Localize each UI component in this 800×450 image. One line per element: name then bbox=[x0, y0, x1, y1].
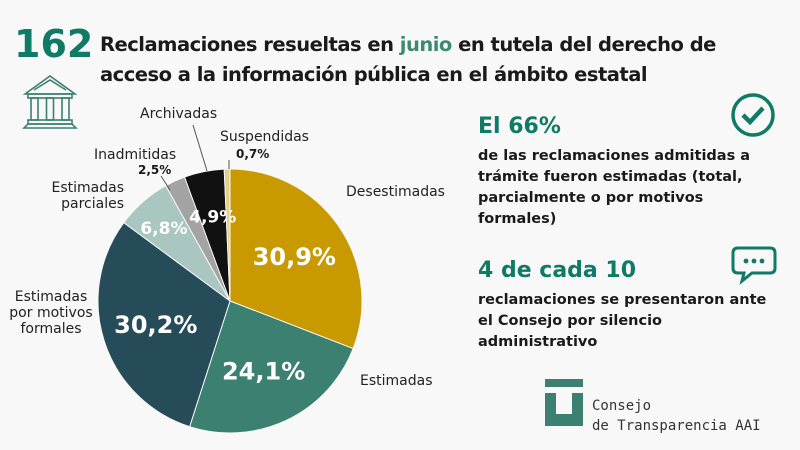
label-estimadas-formales: Estimadas por motivos formales bbox=[9, 289, 93, 337]
pie-value-label: 30,9% bbox=[253, 243, 336, 271]
label-desestimadas: Desestimadas bbox=[346, 184, 445, 200]
consejo-logo-icon bbox=[545, 379, 583, 426]
pie-value-label: 6,8% bbox=[140, 219, 187, 239]
pie-value-label: 4,9% bbox=[189, 208, 236, 228]
label-inadmitidas: Inadmitidas bbox=[94, 147, 177, 163]
pie-slice bbox=[189, 300, 354, 434]
page-title: Reclamaciones resueltas en junio en tute… bbox=[100, 33, 716, 86]
month-highlight: junio bbox=[399, 33, 453, 56]
label-estimadas: Estimadas bbox=[360, 373, 433, 389]
stat-headline-2: 4 de cada 10 bbox=[478, 258, 637, 283]
pct-inadmitidas: 2,5% bbox=[138, 163, 172, 177]
pie-value-label: 24,1% bbox=[222, 357, 305, 385]
total-count: 162 bbox=[14, 22, 94, 66]
leader-line bbox=[160, 175, 171, 191]
stat-text-1: de las reclamaciones admitidas a trámite… bbox=[478, 148, 751, 227]
label-archivadas: Archivadas bbox=[140, 106, 218, 122]
stat-text-2: reclamaciones se presentaron ante el Con… bbox=[478, 292, 767, 350]
pie-value-label: 30,2% bbox=[114, 311, 197, 339]
stat-headline-1: El 66% bbox=[478, 114, 561, 139]
speech-bubble-icon bbox=[731, 246, 777, 285]
pie-slice bbox=[97, 221, 231, 428]
institution-building-icon bbox=[22, 75, 78, 129]
label-estimadas-parciales: Estimadas parciales bbox=[51, 180, 125, 212]
pct-suspendidas: 0,7% bbox=[236, 147, 270, 161]
pie-slice bbox=[223, 168, 231, 302]
leader-line bbox=[192, 124, 208, 172]
check-circle-icon bbox=[731, 93, 775, 137]
label-suspendidas: Suspendidas bbox=[220, 129, 309, 145]
pie-slice bbox=[229, 168, 363, 350]
logo-text: Consejo de Transparencia AAI bbox=[592, 398, 761, 434]
